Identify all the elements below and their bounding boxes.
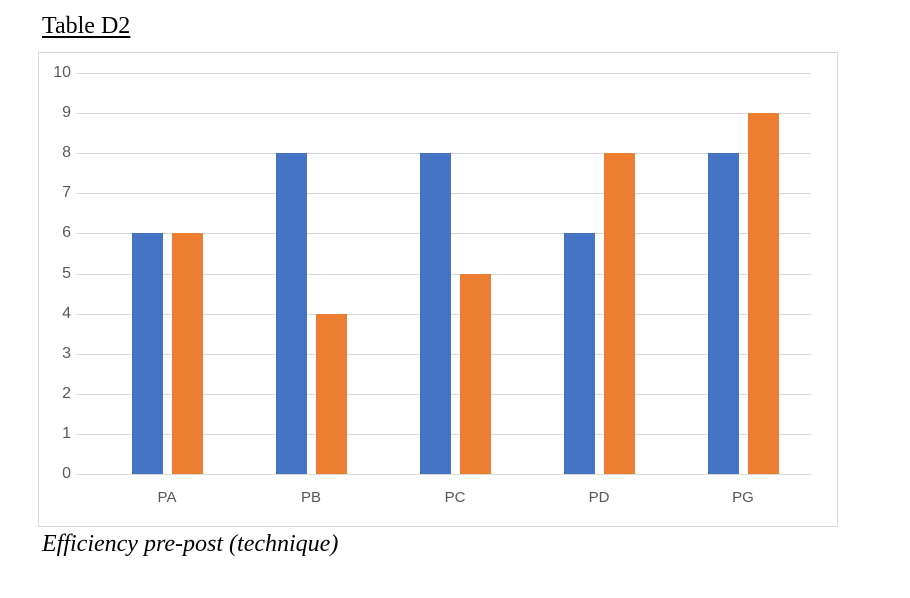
x-axis-tick-label-pg: PG (732, 489, 754, 506)
bar-pd-orange (603, 153, 635, 474)
chart-caption: Efficiency pre-post (technique) (42, 531, 339, 557)
y-axis-tick-label: 0 (62, 465, 71, 482)
gridline-y0 (76, 474, 811, 475)
x-axis-tick-label-pd: PD (588, 489, 610, 506)
gridline-y9 (76, 113, 811, 115)
y-axis-tick-label: 5 (62, 264, 71, 282)
y-axis-tick-label: 4 (62, 304, 71, 322)
bar-pg-orange (747, 113, 779, 474)
x-axis-tick-label-pa: PA (157, 489, 177, 506)
x-axis-tick-label-pc: PC (444, 489, 466, 506)
gridline-y10 (76, 73, 811, 74)
y-axis-tick-label: 9 (62, 104, 71, 122)
y-axis-tick-label: 3 (62, 344, 71, 362)
y-axis-tick-label: 8 (62, 144, 71, 162)
bar-pb-orange (315, 313, 347, 474)
chart-title: Table D2 (42, 13, 131, 39)
x-axis-tick-label-pb: PB (300, 489, 321, 506)
y-axis-tick-label: 2 (62, 384, 71, 402)
bar-pd-blue (563, 233, 595, 474)
y-axis-tick-label: 10 (53, 64, 71, 81)
y-axis-tick-label: 1 (62, 424, 71, 442)
bar-pc-orange (459, 273, 491, 474)
bar-pa-orange (171, 233, 203, 474)
bar-pc-blue (419, 153, 451, 474)
y-axis-tick-label: 7 (62, 184, 71, 202)
plot-area: 0 1 2 3 4 5 6 7 8 9 10 PA PB PC PD PG (39, 53, 837, 526)
bar-pa-blue (131, 233, 163, 474)
chart-frame: 0 1 2 3 4 5 6 7 8 9 10 PA PB PC PD PG (38, 52, 838, 527)
bar-pb-blue (275, 153, 307, 474)
bar-pg-blue (707, 153, 739, 474)
y-axis-tick-label: 6 (62, 224, 71, 242)
